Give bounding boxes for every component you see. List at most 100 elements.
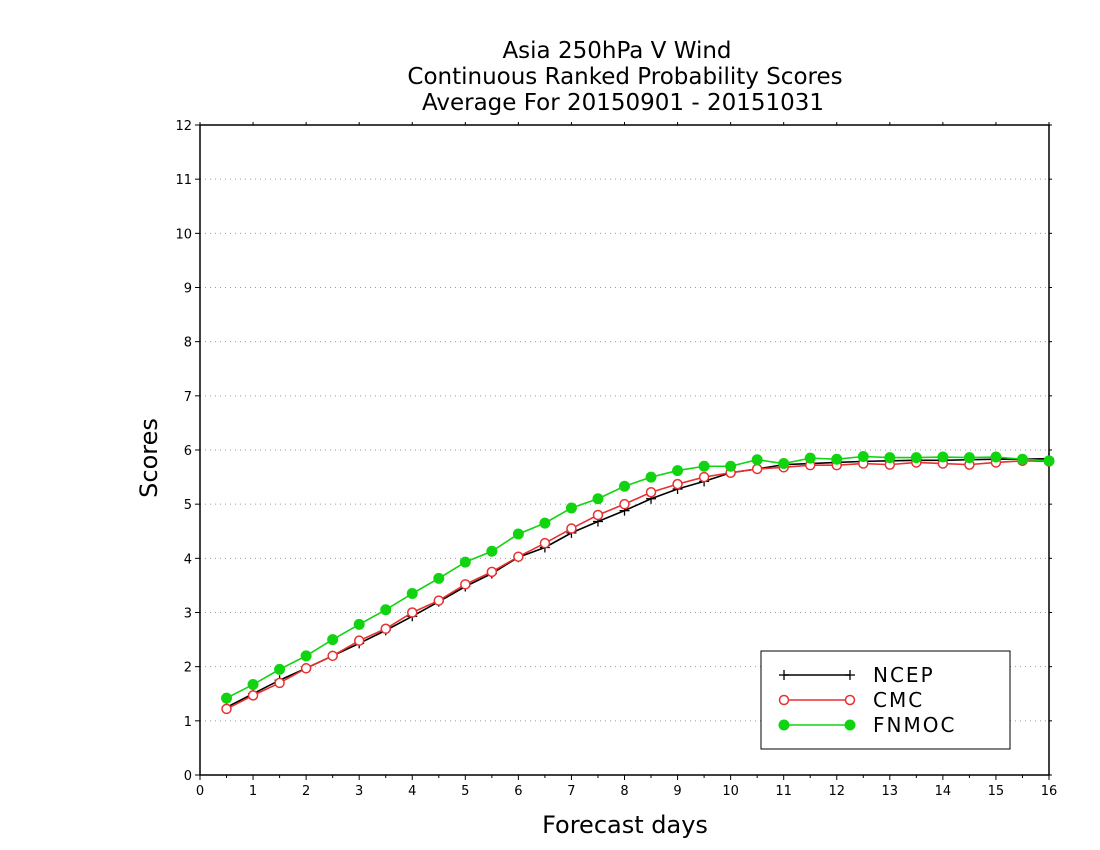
data-point-fnmoc	[459, 556, 471, 568]
y-tick-label: 9	[184, 282, 192, 297]
legend-item-ncep: NCEP	[779, 663, 935, 687]
data-point-fnmoc	[645, 471, 657, 483]
y-tick-label: 8	[184, 336, 192, 351]
data-point-cmc	[460, 579, 471, 590]
data-point-fnmoc	[857, 451, 869, 462]
data-point-fnmoc	[751, 454, 763, 466]
x-tick-label: 8	[620, 784, 628, 799]
data-point-fnmoc	[990, 451, 1002, 463]
x-tick-label: 5	[461, 784, 469, 799]
x-tick-label: 6	[514, 784, 522, 799]
legend-marker	[779, 670, 789, 680]
series-layer	[221, 451, 1055, 715]
data-point-fnmoc	[512, 528, 524, 540]
data-point-fnmoc	[486, 545, 498, 557]
data-point-cmc	[247, 690, 259, 701]
legend-label-fnmoc: FNMOC	[873, 713, 956, 737]
x-tick-label: 9	[673, 784, 681, 799]
x-tick-label: 15	[988, 784, 1005, 799]
y-tick-label: 10	[175, 227, 192, 242]
data-point-fnmoc	[247, 679, 259, 691]
chart-title-line-3: Average For 20150901 - 20151031	[422, 90, 824, 116]
data-point-fnmoc	[804, 452, 816, 464]
data-point-fnmoc	[963, 452, 975, 464]
data-point-cmc	[380, 623, 391, 634]
data-point-cmc	[353, 635, 365, 646]
y-tick-label: 0	[184, 769, 192, 784]
data-point-cmc	[645, 487, 657, 498]
y-tick-label: 12	[175, 119, 192, 134]
y-tick-label: 2	[184, 661, 192, 676]
data-point-fnmoc	[910, 452, 922, 464]
legend-item-fnmoc: FNMOC	[778, 713, 956, 737]
chart-title: Asia 250hPa V Wind Continuous Ranked Pro…	[407, 38, 842, 116]
data-point-fnmoc	[380, 604, 392, 616]
data-point-fnmoc	[406, 588, 418, 600]
x-tick-label: 4	[408, 784, 416, 799]
data-point-cmc	[698, 471, 710, 483]
legend-label-cmc: CMC	[873, 688, 924, 712]
y-tick-label: 3	[184, 607, 192, 622]
x-axis-label: Forecast days	[542, 811, 708, 839]
y-tick-label: 11	[175, 173, 192, 188]
y-axis-label: Scores	[135, 418, 163, 498]
x-tick-label: 12	[828, 784, 845, 799]
legend-marker	[844, 719, 856, 731]
data-point-cmc	[751, 463, 763, 475]
data-point-fnmoc	[725, 460, 737, 472]
data-point-cmc	[539, 537, 551, 549]
x-tick-label: 1	[249, 784, 257, 799]
data-point-fnmoc	[672, 465, 684, 477]
data-point-cmc	[300, 663, 312, 674]
chart-title-line-2: Continuous Ranked Probability Scores	[407, 64, 842, 90]
data-point-cmc	[592, 509, 604, 521]
data-point-fnmoc	[1043, 455, 1055, 467]
data-point-fnmoc	[884, 452, 896, 464]
data-point-cmc	[274, 677, 285, 689]
x-tick-label: 16	[1041, 784, 1058, 799]
data-point-cmc	[619, 498, 630, 510]
data-point-cmc	[433, 595, 445, 606]
data-point-fnmoc	[221, 692, 233, 704]
data-point-fnmoc	[937, 451, 949, 463]
x-tick-label: 7	[567, 784, 575, 799]
x-tick-label: 0	[196, 784, 204, 799]
data-point-fnmoc	[565, 502, 577, 514]
y-tick-label: 5	[184, 498, 192, 513]
data-point-fnmoc	[1016, 453, 1028, 465]
data-point-fnmoc	[831, 453, 843, 465]
y-tick-label: 7	[184, 390, 192, 405]
x-tick-label: 11	[775, 784, 792, 799]
legend-label-ncep: NCEP	[873, 663, 935, 687]
x-tick-label: 13	[882, 784, 899, 799]
data-point-cmc	[513, 551, 524, 562]
series-fnmoc	[221, 451, 1055, 704]
data-point-fnmoc	[592, 493, 604, 505]
data-point-cmc	[566, 523, 577, 534]
legend-item-cmc: CMC	[778, 688, 924, 712]
y-tick-label: 4	[184, 552, 192, 567]
chart-title-line-1: Asia 250hPa V Wind	[502, 38, 731, 64]
data-point-cmc	[672, 478, 683, 490]
data-point-cmc	[327, 650, 338, 662]
y-tick-label: 6	[184, 444, 192, 459]
x-tick-label: 14	[935, 784, 952, 799]
legend-marker	[778, 719, 790, 731]
data-point-cmc	[486, 566, 498, 578]
data-point-cmc	[407, 607, 418, 618]
y-tick-label: 1	[184, 715, 192, 730]
legend-marker	[844, 694, 856, 706]
legend-marker	[778, 694, 790, 706]
data-point-fnmoc	[433, 572, 445, 584]
x-tick-label: 2	[302, 784, 310, 799]
x-tick-label: 10	[722, 784, 739, 799]
data-point-fnmoc	[619, 480, 630, 492]
data-point-fnmoc	[778, 458, 790, 470]
data-point-fnmoc	[300, 650, 312, 662]
data-point-fnmoc	[274, 663, 286, 675]
data-point-fnmoc	[353, 618, 365, 630]
data-point-fnmoc	[327, 634, 339, 646]
